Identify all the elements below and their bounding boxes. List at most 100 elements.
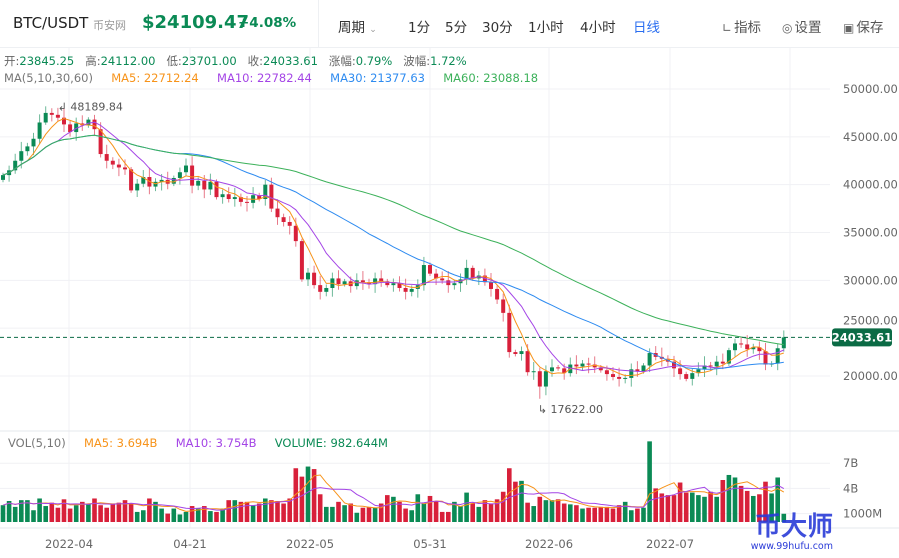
ma60-value: MA60: 23088.18 xyxy=(443,71,539,85)
volume-bar xyxy=(61,499,67,522)
candle-body xyxy=(507,312,512,353)
candle-body xyxy=(385,281,390,286)
volume-axis-label: 4B xyxy=(843,481,858,495)
candle-body xyxy=(184,165,188,173)
volume-bar xyxy=(476,506,482,522)
candle-body xyxy=(751,347,756,350)
volume-bar xyxy=(409,510,414,522)
candle-body xyxy=(684,374,689,379)
volume-bar xyxy=(317,494,323,522)
candle xyxy=(519,346,524,361)
candle-body xyxy=(464,267,469,280)
volume-bar xyxy=(366,506,372,522)
candle-body xyxy=(202,180,207,190)
candle-body xyxy=(781,337,786,349)
high-label: 高: xyxy=(85,54,101,68)
candle-body xyxy=(31,138,36,147)
period-5m[interactable]: 5分 xyxy=(445,20,468,36)
period-4h[interactable]: 4小时 xyxy=(580,20,616,36)
candle-body xyxy=(635,369,640,372)
candle-body xyxy=(177,172,182,178)
volume-bar xyxy=(690,492,695,522)
volume-bar xyxy=(67,508,73,522)
volume-bar xyxy=(494,499,500,522)
volume-axis-label: 7B xyxy=(843,456,858,470)
volume-bar xyxy=(12,506,18,522)
volume-bar xyxy=(610,508,616,522)
candle xyxy=(763,343,768,371)
candle-body xyxy=(745,344,750,350)
candle xyxy=(123,159,127,175)
candle xyxy=(684,371,689,382)
date-axis-label: 2022-04 xyxy=(45,537,93,551)
volume-bar xyxy=(293,468,299,522)
volume-bar xyxy=(244,501,250,522)
candle xyxy=(110,157,115,170)
volume-bar xyxy=(683,492,689,522)
volume-bar xyxy=(299,476,305,522)
candle-body xyxy=(342,281,347,285)
volume-bar xyxy=(427,495,433,522)
volume-bar xyxy=(592,507,597,522)
candle xyxy=(251,187,256,209)
candle-body xyxy=(135,183,140,191)
candle-body xyxy=(495,288,500,300)
low-label: 低: xyxy=(166,54,182,68)
candle-body xyxy=(171,177,176,184)
period-30m[interactable]: 30分 xyxy=(482,20,513,36)
candle xyxy=(116,158,121,177)
volume-bar xyxy=(452,501,457,522)
candle xyxy=(190,156,195,194)
candle xyxy=(726,347,731,366)
volume-bar xyxy=(708,491,713,522)
settings-button[interactable]: ◎ 设置 xyxy=(782,16,821,36)
vol-ma10-line xyxy=(2,484,785,511)
volume-bar xyxy=(19,500,24,522)
candle-body xyxy=(690,373,695,379)
last-price-tag xyxy=(832,328,892,347)
volume-bar xyxy=(256,503,262,522)
candle-body xyxy=(714,361,719,367)
candle-body xyxy=(580,363,585,367)
volume-bar xyxy=(586,507,591,522)
candle xyxy=(336,270,341,290)
candle-body xyxy=(238,197,243,202)
symbol-name[interactable]: BTC/USDT xyxy=(13,14,89,32)
vol-label: VOL(5,10) xyxy=(8,436,66,450)
amplitude-label: 波幅: xyxy=(403,54,431,68)
candle-body xyxy=(214,181,219,198)
camera-icon: ▣ xyxy=(843,21,855,35)
volume-value: VOLUME: 982.644M xyxy=(274,436,388,450)
candle xyxy=(397,276,402,292)
candle xyxy=(452,279,457,290)
period-1m[interactable]: 1分 xyxy=(408,20,431,36)
volume-bar xyxy=(37,498,42,522)
volume-bar xyxy=(80,501,85,522)
high-value: 24112.00 xyxy=(100,54,156,68)
period-1h[interactable]: 1小时 xyxy=(528,20,564,36)
candle-body xyxy=(226,194,231,200)
period-dropdown[interactable]: 周期 ⌄ xyxy=(338,16,377,36)
save-button[interactable]: ▣ 保存 xyxy=(843,16,883,36)
volume-bar xyxy=(220,508,225,522)
candle-body xyxy=(501,299,506,313)
volume-bar xyxy=(775,477,780,522)
volume-bar xyxy=(305,466,311,522)
candle xyxy=(714,355,719,376)
candle xyxy=(37,114,42,145)
volume-bar xyxy=(73,505,79,522)
indicator-button[interactable]: ∟ 指标 xyxy=(722,16,761,36)
volume-bar xyxy=(439,511,445,522)
volume-readout: VOL(5,10) MA5: 3.694B MA10: 3.754B VOLUM… xyxy=(8,436,388,450)
candle-body xyxy=(409,288,414,292)
volume-bar xyxy=(738,485,744,522)
volume-bar xyxy=(171,508,177,522)
period-daily[interactable]: 日线 xyxy=(633,20,660,36)
volume-bar xyxy=(415,494,421,522)
candle xyxy=(702,356,707,377)
candle xyxy=(617,367,622,387)
candle-body xyxy=(55,114,60,118)
candle-body xyxy=(379,278,384,282)
indicator-icon: ∟ xyxy=(722,21,733,35)
